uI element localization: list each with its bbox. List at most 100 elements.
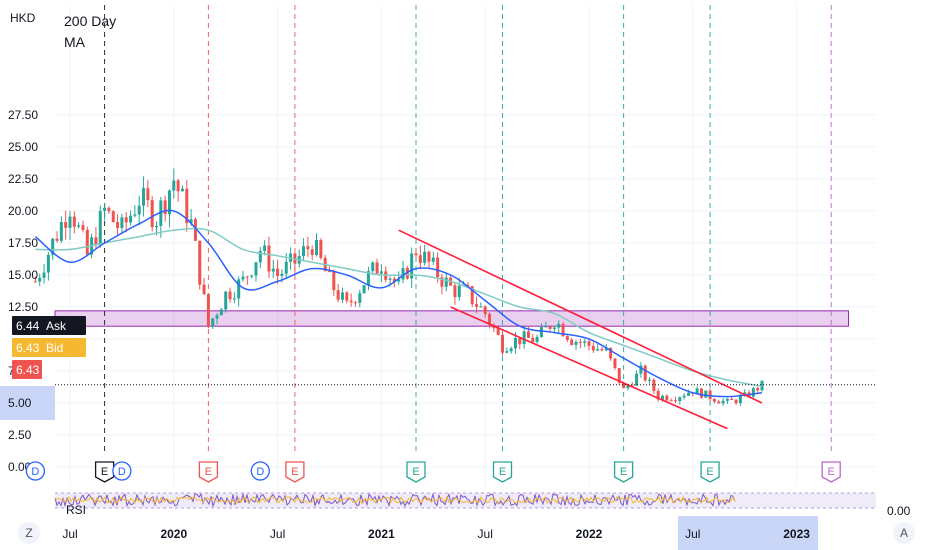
marker-letter: E (412, 466, 419, 478)
auto-scale-button[interactable]: A (893, 522, 915, 544)
candle-body (678, 397, 682, 402)
candle-body (725, 398, 729, 401)
candle-body (704, 390, 708, 398)
candle-body (33, 281, 37, 283)
dividend-marker: D (25, 461, 46, 481)
y-axis: 0.002.507.5012.5015.0017.5020.0022.5025.… (0, 11, 55, 474)
marker-circle (112, 461, 132, 481)
candle-body (513, 338, 517, 349)
marker-shield (94, 461, 115, 483)
earnings-marker: E (94, 461, 115, 483)
candle-body (172, 180, 176, 191)
marker-letter: E (101, 466, 108, 478)
candle-body (263, 245, 267, 251)
ma50-path (34, 209, 763, 398)
candle-body (241, 276, 245, 280)
candle-body (371, 262, 375, 272)
candle-body (120, 217, 124, 228)
candle-body (410, 253, 414, 279)
y-tick-label: 20.00 (8, 204, 38, 218)
candle-body (548, 326, 552, 329)
candle-body (276, 268, 280, 276)
candle-body (665, 395, 669, 401)
rsi-value: 0.00 (887, 504, 911, 518)
candle-body (51, 238, 55, 255)
candle-body (436, 257, 440, 278)
candle-body (232, 298, 236, 300)
x-tick-label: 2023 (783, 527, 810, 541)
candle-body (271, 268, 275, 272)
marker-shield (406, 461, 426, 483)
earnings-marker: E (821, 461, 841, 483)
candle-body (661, 395, 665, 400)
rsi-line (54, 492, 736, 508)
candle-body (639, 365, 643, 374)
legend-line-2: MA (64, 34, 85, 50)
marker-shield (285, 461, 305, 483)
earnings-marker: E (406, 461, 426, 483)
candle-body (470, 286, 474, 305)
candle-body (206, 293, 210, 327)
candle-body (505, 351, 509, 353)
candle-body (142, 188, 146, 206)
candle-body (55, 238, 59, 241)
candle-body (617, 368, 621, 383)
y-tick-label: 15.00 (8, 268, 38, 282)
marker-shield (198, 461, 219, 483)
candle-body (613, 358, 617, 369)
x-axis: Jul 2020 Jul 2021 Jul 2022 Jul 2023 (62, 516, 818, 550)
candle-body (596, 349, 600, 351)
candle-body (730, 398, 734, 400)
candle-body (280, 273, 284, 276)
candle-body (591, 345, 595, 351)
marker-shield (821, 461, 841, 483)
candle-body (565, 336, 569, 340)
candle-body (488, 314, 492, 325)
candle-body (59, 222, 63, 241)
y-tick-label: 25.00 (8, 140, 38, 154)
candle-body (669, 400, 673, 402)
candle-body (124, 217, 128, 223)
dividend-marker: D (112, 461, 132, 481)
candle-body (176, 180, 180, 192)
candle-body (738, 395, 742, 404)
marker-shield (613, 461, 634, 483)
y-highlight (0, 386, 55, 420)
candle-body (345, 292, 349, 301)
candle-body (237, 279, 241, 299)
candle-body (129, 215, 133, 223)
price-candles (33, 168, 764, 406)
candle-body (163, 200, 167, 215)
candle-body (609, 347, 613, 359)
support-zone (54, 310, 849, 327)
candle-body (496, 328, 500, 335)
candle-body (600, 349, 604, 351)
marker-letter: E (828, 466, 835, 478)
quote-value: 6.43 (16, 363, 40, 377)
candle-body (219, 309, 223, 316)
candle-body (453, 285, 457, 298)
candle-body (570, 339, 574, 345)
ma200-line (35, 227, 763, 388)
candle-body (167, 190, 171, 215)
x-tick-label: Jul (685, 527, 700, 541)
candle-body (552, 327, 556, 329)
marker-letter: E (499, 466, 506, 478)
candle-body (427, 251, 431, 262)
candle-body (98, 210, 102, 246)
candle-body (258, 250, 262, 263)
candle-body (302, 246, 306, 257)
x-tick-label: 2020 (160, 527, 187, 541)
timezone-button[interactable]: Z (18, 522, 40, 544)
rsi-signal-line (54, 495, 736, 505)
candle-body (116, 222, 120, 228)
x-tick-label: 2022 (576, 527, 603, 541)
quote-label: Ask (46, 319, 67, 333)
event-lines (104, 5, 832, 455)
candle-body (38, 277, 42, 282)
candle-body (648, 379, 652, 381)
candle-body (388, 278, 392, 280)
candle-body (699, 388, 703, 398)
